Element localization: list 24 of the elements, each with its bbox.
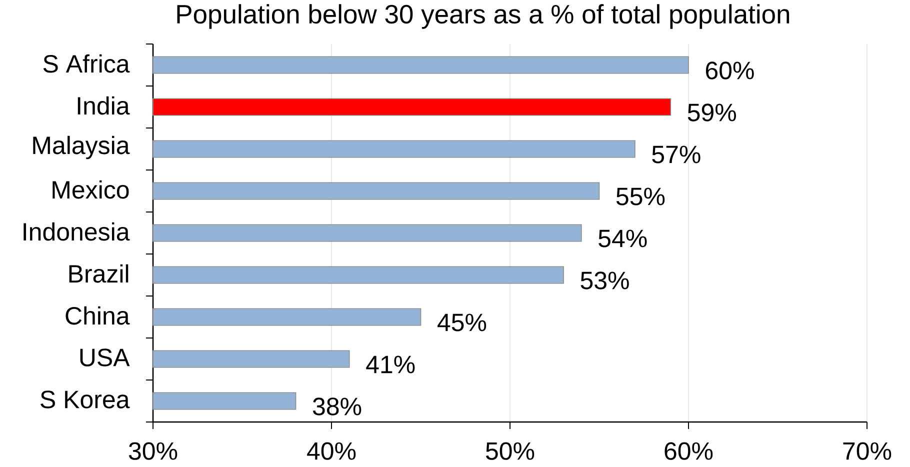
chart-title: Population below 30 years as a % of total population xyxy=(177,4,790,29)
y-tick-label: Indonesia xyxy=(24,222,130,241)
data-label: 38% xyxy=(312,398,362,416)
data-label: 54% xyxy=(598,230,647,248)
data-label: 60% xyxy=(706,62,754,80)
x-tick-label: 70% xyxy=(843,442,892,460)
y-tick-label: S Africa xyxy=(43,54,130,73)
y-tick-label: USA xyxy=(80,348,130,366)
data-label: 55% xyxy=(616,188,665,206)
y-tick-label: S Korea xyxy=(40,390,130,408)
x-tick-label: 40% xyxy=(307,442,356,460)
y-tick-label: Brazil xyxy=(69,264,128,283)
data-label: 53% xyxy=(580,272,629,290)
y-tick-label: China xyxy=(66,306,130,325)
data-label: 57% xyxy=(652,146,700,164)
x-tick-label: 30% xyxy=(128,442,178,460)
x-tick-label: 60% xyxy=(664,442,713,460)
data-label: 59% xyxy=(688,104,736,122)
data-label: 41% xyxy=(366,356,415,374)
y-tick-label: Malaysia xyxy=(33,136,130,160)
x-tick-label: 50% xyxy=(486,442,534,460)
y-tick-label: Mexico xyxy=(52,180,129,199)
data-label: 45% xyxy=(438,314,486,332)
y-tick-label: India xyxy=(78,96,130,115)
